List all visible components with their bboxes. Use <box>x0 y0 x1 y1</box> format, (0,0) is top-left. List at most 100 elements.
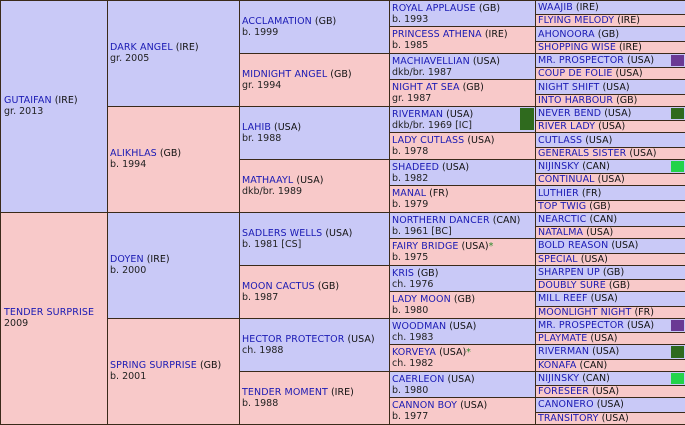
gen4-horse-cell: MACHIAVELLIAN (USA) dkb/br. 1987 <box>389 52 536 81</box>
horse-name-link[interactable]: CANONERO <box>538 399 594 411</box>
horse-name-link[interactable]: MANAL <box>392 188 427 200</box>
horse-name-link[interactable]: SADLERS WELLS <box>242 227 323 239</box>
horse-details: b. 1975 <box>392 252 429 264</box>
horse-country: (FR) <box>429 188 449 200</box>
horse-name-link[interactable]: CANNON BOY <box>392 400 458 412</box>
horse-name-link[interactable]: CONTINUAL <box>538 174 595 186</box>
horse-name-link[interactable]: AHONOORA <box>538 28 595 40</box>
gen5-horse-cell: TOP TWIG (GB) <box>535 199 685 213</box>
horse-name-link[interactable]: RIVERMAN <box>392 108 444 120</box>
horse-name-link[interactable]: BOLD REASON <box>538 240 609 252</box>
pedigree-row: KORVEYA (USA)* ch. 1982 RIVERMAN (USA) <box>1 344 685 372</box>
horse-name-link[interactable]: NEARCTIC <box>538 214 587 225</box>
horse-name-link[interactable]: COUP DE FOLIE <box>538 68 613 80</box>
horse-name-link[interactable]: NIGHT AT SEA <box>392 82 460 94</box>
horse-name-link[interactable]: DOUBLY SURE <box>538 280 606 292</box>
pedigree-row: COUP DE FOLIE (USA) <box>1 67 685 81</box>
gen5-horse-cell: LUTHIER (FR) <box>535 185 685 201</box>
horse-country: (USA) <box>472 55 500 67</box>
horse-name-link[interactable]: MR. PROSPECTOR <box>538 319 624 331</box>
horse-name-link[interactable]: PLAYMATE <box>538 333 588 345</box>
horse-name-link[interactable]: FORESEER <box>538 386 589 398</box>
horse-name-link[interactable]: DARK ANGEL <box>110 42 173 54</box>
horse-country: (USA) <box>601 412 629 424</box>
horse-name-link[interactable]: CAERLEON <box>392 373 445 385</box>
horse-name-link[interactable]: RIVER LADY <box>538 121 596 133</box>
horse-name-link[interactable]: SHOPPING WISE <box>538 41 616 53</box>
horse-name-link[interactable]: SHADEED <box>392 161 440 173</box>
horse-country: (USA) <box>596 399 624 411</box>
horse-name-link[interactable]: KORVEYA <box>392 347 437 359</box>
horse-name-link[interactable]: NATALMA <box>538 227 584 239</box>
horse-name-link[interactable]: MIDNIGHT ANGEL <box>242 68 328 80</box>
pedigree-row: NIGHT AT SEA (GB) gr. 1987 NIGHT SHIFT (US… <box>1 79 685 107</box>
horse-name-link[interactable]: NORTHERN DANCER <box>392 214 490 226</box>
pedigree-row: MOON CACTUS (GB) b. 1987 KRIS (GB) ch. 1976… <box>1 264 685 319</box>
horse-country: (IRE) <box>484 29 508 41</box>
horse-name-link[interactable]: FAIRY BRIDGE <box>392 241 459 253</box>
horse-name-link[interactable]: WOODMAN <box>392 320 447 332</box>
horse-name-link[interactable]: KONAFA <box>538 359 577 371</box>
horse-name-link[interactable]: KRIS <box>392 267 415 279</box>
horse-name-link[interactable]: LAHIB <box>242 121 271 133</box>
horse-name-link[interactable]: MACHIAVELLIAN <box>392 55 470 67</box>
gen4-horse-cell: NIGHT AT SEA (GB) gr. 1987 <box>389 79 536 107</box>
horse-name-link[interactable]: SPRING SURPRISE <box>110 360 197 372</box>
horse-details: dkb/br. 1969 [IC] <box>392 119 472 131</box>
gen5-horse-cell: NEARCTIC (CAN) <box>535 211 685 228</box>
gen4-horse-cell: LADY MOON (GB) b. 1980 <box>389 291 536 319</box>
horse-name-link[interactable]: ACCLAMATION <box>242 15 312 27</box>
horse-name-link[interactable]: SHARPEN UP <box>538 266 600 278</box>
horse-country: (CAN) <box>589 214 618 225</box>
horse-name-link[interactable]: DOYEN <box>110 254 144 266</box>
horse-name-link[interactable]: INTO HARBOUR <box>538 94 614 106</box>
horse-name-link[interactable]: TENDER SURPRISE <box>4 307 95 319</box>
horse-name-link[interactable]: NEVER BEND <box>538 108 602 120</box>
gen5-horse-cell: DOUBLY SURE (GB) <box>535 279 685 293</box>
horse-country: (GB) <box>317 280 340 292</box>
horse-name-link[interactable]: SPECIAL <box>538 253 578 265</box>
horse-details: b. 1988 <box>242 397 279 409</box>
horse-country: (IRE) <box>618 41 642 53</box>
horse-details: ch. 1988 <box>242 344 284 356</box>
horse-name-link[interactable]: GUTAIFAN <box>4 95 52 107</box>
horse-details: ch. 1983 <box>392 331 434 343</box>
gen5-horse-cell: TRANSITORY (USA) <box>535 411 685 425</box>
horse-name-link[interactable]: MILL REEF <box>538 293 588 305</box>
gen4-horse-cell: KORVEYA (USA)* ch. 1982 <box>389 344 536 372</box>
horse-name-link[interactable]: TOP TWIG <box>538 200 587 212</box>
horse-name-link[interactable]: NIJINSKY <box>538 161 580 173</box>
horse-name-link[interactable]: LUTHIER <box>538 187 579 199</box>
horse-country: (CAN) <box>582 161 610 173</box>
horse-name-link[interactable]: MOON CACTUS <box>242 280 315 292</box>
pedigree-row: LADY MOON (GB) b. 1980 MILL REEF (USA) <box>1 291 685 319</box>
horse-country: (CAN) <box>582 372 610 384</box>
gen4-horse-cell: WOODMAN (USA) ch. 1983 <box>389 317 536 346</box>
horse-name-link[interactable]: ALIKHLAS <box>110 148 157 160</box>
horse-name-link[interactable]: LADY CUTLASS <box>392 135 465 147</box>
horse-name-link[interactable]: NIGHT SHIFT <box>538 81 600 93</box>
horse-country: (IRE) <box>146 254 170 266</box>
horse-name-link[interactable]: TRANSITORY <box>538 412 599 424</box>
horse-name-link[interactable]: NIJINSKY <box>538 372 580 384</box>
gen3-horse-cell: HECTOR PROTECTOR (USA) ch. 1988 <box>239 317 390 372</box>
horse-name-link[interactable]: MATHAAYL <box>242 174 294 186</box>
horse-name-link[interactable]: GENERALS SISTER <box>538 147 627 159</box>
horse-name-link[interactable]: FLYING MELODY <box>538 15 615 27</box>
sire-color-swatch <box>671 372 684 385</box>
horse-name-link[interactable]: WAAJIB <box>538 2 573 14</box>
horse-name-link[interactable]: LADY MOON <box>392 294 451 306</box>
horse-name-link[interactable]: TENDER MOMENT <box>242 386 328 398</box>
horse-country: (GB) <box>159 148 182 160</box>
gen5-horse-cell: MILL REEF (USA) <box>535 291 685 307</box>
horse-name-link[interactable]: PRINCESS ATHENA <box>392 29 482 41</box>
horse-name-link[interactable]: HECTOR PROTECTOR <box>242 333 345 345</box>
horse-country: (USA) <box>604 108 632 120</box>
horse-details: gr. 2013 <box>4 106 44 118</box>
horse-name-link[interactable]: MOONLIGHT NIGHT <box>538 306 632 318</box>
horse-name-link[interactable]: RIVERMAN <box>538 346 590 358</box>
horse-name-link[interactable]: CUTLASS <box>538 134 583 146</box>
horse-country: (USA) <box>347 333 375 345</box>
horse-name-link[interactable]: MR. PROSPECTOR <box>538 55 624 67</box>
horse-name-link[interactable]: ROYAL APPLAUSE <box>392 2 476 14</box>
